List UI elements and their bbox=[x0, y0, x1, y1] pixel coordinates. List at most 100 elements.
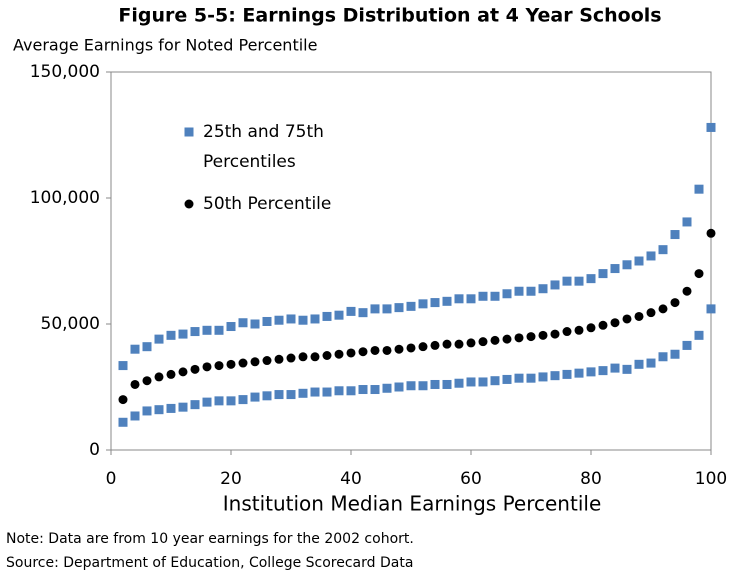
point bbox=[478, 291, 488, 301]
point bbox=[394, 344, 404, 354]
point bbox=[322, 351, 332, 360]
point bbox=[178, 402, 188, 412]
point bbox=[406, 343, 416, 353]
point bbox=[310, 314, 320, 324]
point bbox=[250, 319, 260, 329]
point bbox=[250, 357, 260, 367]
point bbox=[250, 392, 260, 402]
point bbox=[454, 339, 464, 349]
point bbox=[646, 308, 656, 318]
point bbox=[370, 345, 380, 355]
point bbox=[466, 377, 476, 387]
point bbox=[334, 349, 344, 359]
point bbox=[214, 361, 224, 371]
point bbox=[154, 405, 164, 415]
legend-marker bbox=[184, 127, 194, 137]
point bbox=[694, 330, 704, 340]
point bbox=[418, 342, 428, 352]
x-tick-label: 40 bbox=[340, 469, 362, 489]
point bbox=[526, 286, 536, 296]
point bbox=[694, 269, 704, 279]
point bbox=[634, 359, 644, 369]
point bbox=[502, 289, 512, 299]
point bbox=[646, 358, 656, 368]
point bbox=[118, 361, 128, 371]
point bbox=[466, 338, 476, 348]
point bbox=[202, 325, 212, 335]
point bbox=[550, 280, 560, 290]
point bbox=[478, 337, 488, 347]
point bbox=[334, 310, 344, 320]
point bbox=[322, 311, 332, 321]
point bbox=[226, 322, 236, 332]
point bbox=[274, 315, 284, 325]
point bbox=[490, 335, 500, 345]
point bbox=[358, 347, 368, 357]
point bbox=[490, 376, 500, 386]
point bbox=[346, 306, 356, 316]
point bbox=[370, 385, 380, 395]
point bbox=[598, 320, 608, 330]
point bbox=[550, 371, 560, 381]
point bbox=[130, 411, 140, 421]
point bbox=[682, 286, 692, 296]
point bbox=[118, 395, 128, 405]
point bbox=[166, 403, 176, 413]
point bbox=[346, 386, 356, 396]
point bbox=[502, 334, 512, 344]
point bbox=[526, 373, 536, 383]
point bbox=[682, 340, 692, 350]
point bbox=[406, 381, 416, 391]
chart-title: Figure 5-5: Earnings Distribution at 4 Y… bbox=[118, 5, 661, 27]
point bbox=[514, 373, 524, 383]
point bbox=[142, 406, 152, 416]
note: Source: Department of Education, College… bbox=[6, 555, 413, 571]
point bbox=[310, 387, 320, 397]
point bbox=[658, 304, 668, 314]
point bbox=[622, 364, 632, 374]
point bbox=[514, 333, 524, 343]
point bbox=[526, 332, 536, 342]
point bbox=[442, 379, 452, 389]
point bbox=[118, 417, 128, 427]
point bbox=[370, 304, 380, 314]
point bbox=[562, 369, 572, 379]
point bbox=[430, 298, 440, 308]
point bbox=[550, 329, 560, 339]
point bbox=[634, 256, 644, 266]
y-axis-title: Average Earnings for Noted Percentile bbox=[13, 36, 317, 55]
point bbox=[310, 352, 320, 362]
point bbox=[430, 379, 440, 389]
point bbox=[382, 383, 392, 393]
y-tick-label: 150,000 bbox=[30, 62, 100, 82]
point bbox=[538, 372, 548, 382]
point bbox=[262, 391, 272, 401]
point bbox=[418, 381, 428, 391]
point bbox=[562, 276, 572, 286]
point bbox=[238, 318, 248, 328]
point bbox=[586, 367, 596, 377]
point bbox=[394, 382, 404, 392]
point bbox=[274, 390, 284, 400]
point bbox=[178, 367, 188, 377]
point bbox=[598, 366, 608, 376]
point bbox=[238, 358, 248, 368]
point bbox=[658, 352, 668, 362]
point bbox=[154, 372, 164, 382]
point bbox=[706, 122, 716, 132]
x-tick-label: 100 bbox=[695, 469, 727, 489]
point bbox=[670, 298, 680, 308]
point bbox=[214, 396, 224, 406]
point bbox=[682, 217, 692, 227]
y-tick-label: 50,000 bbox=[41, 314, 100, 334]
point bbox=[622, 260, 632, 270]
point bbox=[298, 315, 308, 325]
point bbox=[226, 359, 236, 369]
y-tick-label: 0 bbox=[89, 440, 100, 460]
point bbox=[142, 376, 152, 386]
point bbox=[670, 230, 680, 240]
point bbox=[382, 304, 392, 314]
point bbox=[334, 386, 344, 396]
